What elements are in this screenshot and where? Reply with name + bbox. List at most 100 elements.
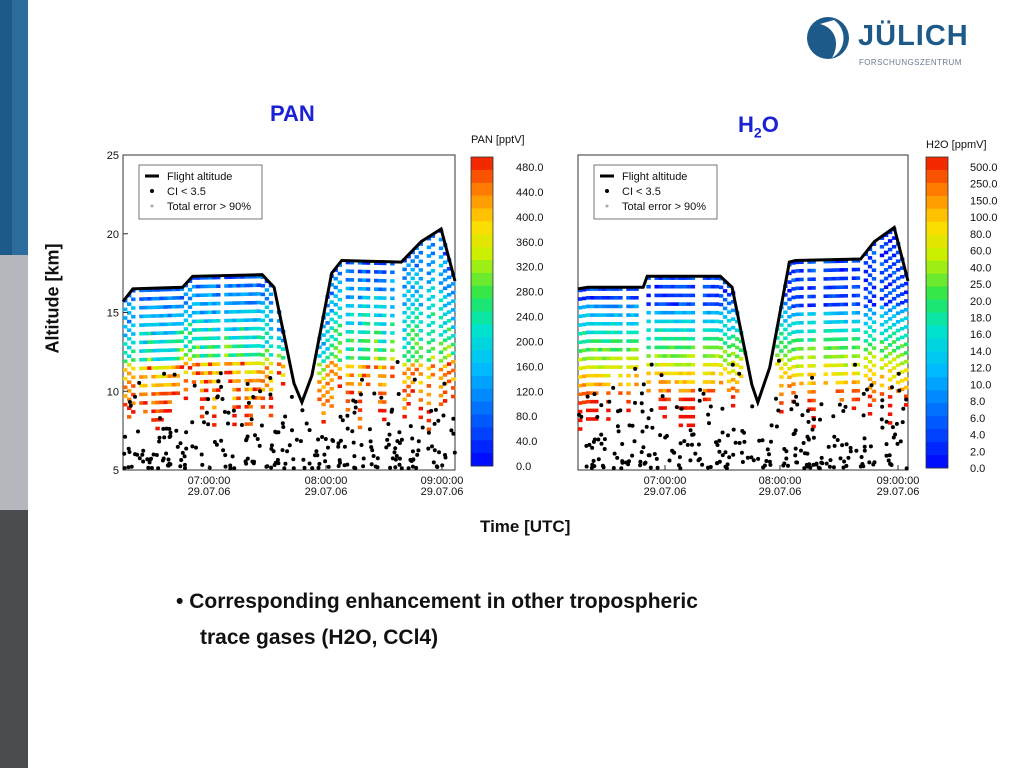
heat-cell <box>710 362 716 367</box>
heat-cell <box>900 300 905 305</box>
heat-cell <box>155 366 160 370</box>
heat-cell <box>678 276 683 280</box>
heat-cell <box>171 296 176 300</box>
heat-cell <box>426 297 432 302</box>
heat-cell <box>730 403 736 408</box>
heat-cell <box>783 327 788 332</box>
h2o-plot <box>577 154 949 471</box>
heat-cell <box>662 336 667 341</box>
heat-cell <box>726 370 732 375</box>
heat-cell <box>382 339 387 344</box>
heat-cell <box>602 330 607 335</box>
heat-cell <box>382 356 387 361</box>
heat-cell <box>811 277 816 281</box>
ci-point <box>136 429 140 434</box>
colorbar-segment <box>471 427 493 441</box>
heat-cell <box>208 275 213 280</box>
heat-cell <box>879 348 885 353</box>
heat-cell <box>410 293 415 298</box>
heat-cell <box>791 269 796 274</box>
legend-dot-swatch <box>150 189 154 193</box>
heat-cell <box>406 324 411 328</box>
heat-cell <box>811 346 816 351</box>
heat-cell <box>333 302 338 307</box>
heat-cell <box>406 315 411 319</box>
heat-cell <box>378 356 383 361</box>
heat-cell <box>187 305 193 309</box>
heat-cell <box>191 345 197 350</box>
heat-cell <box>871 346 877 350</box>
ci-point <box>388 465 393 470</box>
heat-cell <box>900 361 905 366</box>
ci-point <box>273 460 278 465</box>
heat-cell <box>590 287 595 291</box>
heat-cell <box>682 310 687 315</box>
heat-cell <box>179 365 185 369</box>
ci-point <box>276 430 281 435</box>
ci-point <box>697 456 702 461</box>
heat-cell <box>260 327 266 331</box>
heat-cell <box>783 362 788 366</box>
heat-cell <box>442 295 448 299</box>
ci-point <box>435 465 440 469</box>
heat-cell <box>390 339 395 344</box>
heat-cell <box>871 294 877 298</box>
heat-cell <box>606 382 611 387</box>
heat-cell <box>143 349 148 353</box>
heat-cell <box>710 328 716 332</box>
heat-cell <box>598 322 603 326</box>
heat-cell <box>337 367 342 371</box>
ci-point <box>271 449 276 454</box>
heat-cell <box>361 287 367 291</box>
heat-cell <box>686 414 692 419</box>
heat-cell <box>232 310 237 314</box>
heat-cell <box>811 268 816 273</box>
heat-cell <box>702 354 708 358</box>
heat-cell <box>827 303 832 307</box>
heat-cell <box>171 287 176 292</box>
heat-cell <box>139 375 144 379</box>
ci-point <box>127 400 132 404</box>
heat-cell <box>839 276 844 281</box>
heat-cell <box>329 283 334 287</box>
heat-cell <box>871 372 877 376</box>
heat-cell <box>183 370 189 375</box>
y-tick-label: 20 <box>107 229 119 241</box>
heat-cell <box>827 259 832 264</box>
heat-cell <box>739 348 744 352</box>
heat-cell <box>887 421 893 425</box>
heat-cell <box>159 331 164 335</box>
heat-cell <box>204 310 209 315</box>
heat-cell <box>779 357 784 362</box>
heat-cell <box>839 337 844 341</box>
ci-point <box>396 392 401 396</box>
heat-cell <box>578 288 583 293</box>
heat-cell <box>147 349 152 353</box>
ci-point <box>792 399 797 404</box>
heat-cell <box>799 347 804 351</box>
heat-cell <box>240 335 245 340</box>
heat-cell <box>442 347 448 351</box>
heat-cell <box>438 376 444 380</box>
heat-cell <box>183 353 189 357</box>
heat-cell <box>674 302 679 306</box>
heat-cell <box>195 319 201 324</box>
ci-point <box>289 394 294 399</box>
heat-cell <box>264 314 270 318</box>
ci-point <box>330 438 335 443</box>
heat-cell <box>418 354 423 359</box>
ci-point <box>579 414 584 419</box>
heat-cell <box>361 339 367 343</box>
ci-point <box>835 438 840 442</box>
heat-cell <box>406 306 411 311</box>
heat-cell <box>682 397 687 402</box>
heat-cell <box>325 347 330 351</box>
heat-cell <box>382 305 387 309</box>
heat-cell <box>139 323 144 327</box>
heat-cell <box>598 382 603 387</box>
ci-point <box>168 430 173 435</box>
heat-cell <box>730 308 736 313</box>
heat-cell <box>438 367 444 372</box>
heat-cell <box>204 388 209 393</box>
heat-cell <box>722 315 728 319</box>
